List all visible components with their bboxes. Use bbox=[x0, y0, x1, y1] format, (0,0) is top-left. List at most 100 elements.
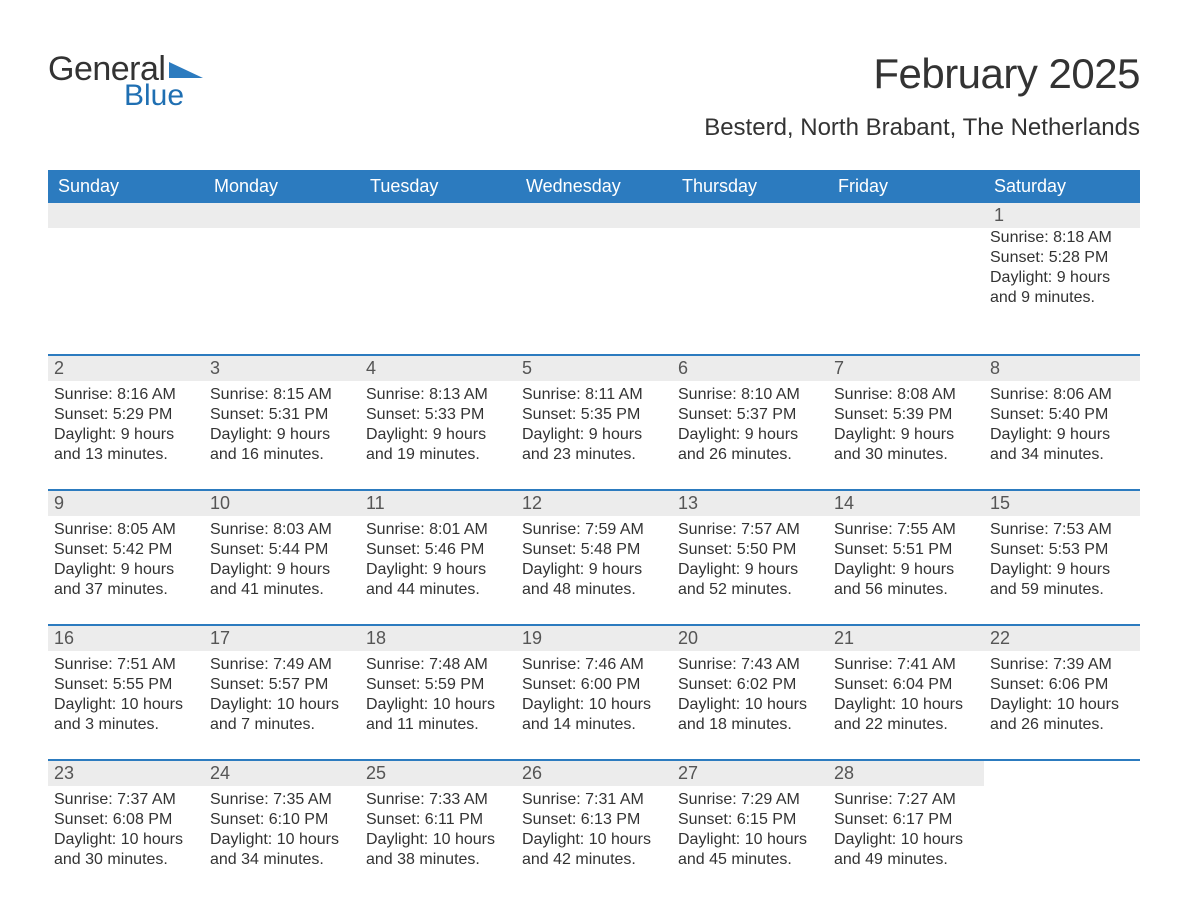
month-title: February 2025 bbox=[704, 50, 1140, 98]
calendar-cell: 3Sunrise: 8:15 AMSunset: 5:31 PMDaylight… bbox=[204, 356, 360, 483]
cell-details: Sunrise: 8:03 AMSunset: 5:44 PMDaylight:… bbox=[210, 520, 354, 600]
sunrise-text: Sunrise: 7:59 AM bbox=[522, 520, 666, 540]
sunset-text: Sunset: 5:51 PM bbox=[834, 540, 978, 560]
day-number bbox=[828, 203, 984, 228]
sunrise-text: Sunrise: 7:29 AM bbox=[678, 790, 822, 810]
day-number: 20 bbox=[672, 626, 828, 651]
day-number: 17 bbox=[204, 626, 360, 651]
sunrise-text: Sunrise: 8:13 AM bbox=[366, 385, 510, 405]
cell-details: Sunrise: 7:49 AMSunset: 5:57 PMDaylight:… bbox=[210, 655, 354, 735]
sunrise-text: Sunrise: 7:27 AM bbox=[834, 790, 978, 810]
sunrise-text: Sunrise: 8:10 AM bbox=[678, 385, 822, 405]
day-number: 12 bbox=[516, 491, 672, 516]
cell-details: Sunrise: 7:53 AMSunset: 5:53 PMDaylight:… bbox=[990, 520, 1134, 600]
day-number: 7 bbox=[828, 356, 984, 381]
cell-details: Sunrise: 7:51 AMSunset: 5:55 PMDaylight:… bbox=[54, 655, 198, 735]
calendar-cell bbox=[360, 228, 516, 348]
sunset-text: Sunset: 6:10 PM bbox=[210, 810, 354, 830]
calendar-cell: 22Sunrise: 7:39 AMSunset: 6:06 PMDayligh… bbox=[984, 626, 1140, 753]
calendar-cell: 18 Sunrise: 7:48 AMSunset: 5:59 PMDayligh… bbox=[360, 626, 516, 753]
sunset-text: Sunset: 6:06 PM bbox=[990, 675, 1134, 695]
cell-details: Sunrise: 7:37 AMSunset: 6:08 PMDaylight:… bbox=[54, 790, 198, 870]
cell-details: Sunrise: 7:29 AMSunset: 6:15 PMDaylight:… bbox=[678, 790, 822, 870]
sunrise-text: Sunrise: 8:11 AM bbox=[522, 385, 666, 405]
cell-details: Sunrise: 8:08 AMSunset: 5:39 PMDaylight:… bbox=[834, 385, 978, 465]
sunset-text: Sunset: 5:53 PM bbox=[990, 540, 1134, 560]
calendar-cell: 14Sunrise: 7:55 AMSunset: 5:51 PMDayligh… bbox=[828, 491, 984, 618]
calendar-cell: 12 Sunrise: 7:59 AMSunset: 5:48 PMDayligh… bbox=[516, 491, 672, 618]
sunrise-text: Sunrise: 7:46 AM bbox=[522, 655, 666, 675]
sunrise-text: Sunrise: 7:31 AM bbox=[522, 790, 666, 810]
sunrise-text: Sunrise: 8:15 AM bbox=[210, 385, 354, 405]
day-number: 2 bbox=[48, 356, 204, 381]
sunset-text: Sunset: 5:31 PM bbox=[210, 405, 354, 425]
cell-details: Sunrise: 7:59 AMSunset: 5:48 PMDaylight:… bbox=[522, 520, 666, 600]
calendar-cell bbox=[516, 228, 672, 348]
day-name: Friday bbox=[828, 170, 984, 203]
sunrise-text: Sunrise: 7:41 AM bbox=[834, 655, 978, 675]
sunset-text: Sunset: 6:04 PM bbox=[834, 675, 978, 695]
cell-details: Sunrise: 8:05 AMSunset: 5:42 PMDaylight:… bbox=[54, 520, 198, 600]
sunset-text: Sunset: 5:44 PM bbox=[210, 540, 354, 560]
calendar-cell: 7 Sunrise: 8:08 AMSunset: 5:39 PMDaylight… bbox=[828, 356, 984, 483]
daylight-text: Daylight: 9 hours and 9 minutes. bbox=[990, 268, 1134, 308]
calendar-page: General Blue February 2025 Besterd, Nort… bbox=[0, 0, 1188, 918]
cell-details: Sunrise: 8:10 AMSunset: 5:37 PMDaylight:… bbox=[678, 385, 822, 465]
cell-details: Sunrise: 8:11 AMSunset: 5:35 PMDaylight:… bbox=[522, 385, 666, 465]
cell-details: Sunrise: 8:06 AMSunset: 5:40 PMDaylight:… bbox=[990, 385, 1134, 465]
daylight-text: Daylight: 10 hours and 18 minutes. bbox=[678, 695, 822, 735]
sunset-text: Sunset: 5:29 PM bbox=[54, 405, 198, 425]
daylight-text: Daylight: 10 hours and 30 minutes. bbox=[54, 830, 198, 870]
sunset-text: Sunset: 5:35 PM bbox=[522, 405, 666, 425]
sunrise-text: Sunrise: 8:08 AM bbox=[834, 385, 978, 405]
calendar-cell: 17 Sunrise: 7:49 AMSunset: 5:57 PMDayligh… bbox=[204, 626, 360, 753]
daylight-text: Daylight: 9 hours and 16 minutes. bbox=[210, 425, 354, 465]
calendar-cell: 25Sunrise: 7:33 AMSunset: 6:11 PMDayligh… bbox=[360, 761, 516, 888]
sunset-text: Sunset: 5:59 PM bbox=[366, 675, 510, 695]
day-number: 26 bbox=[516, 761, 672, 786]
daylight-text: Daylight: 9 hours and 52 minutes. bbox=[678, 560, 822, 600]
calendar-week: 23Sunrise: 7:37 AMSunset: 6:08 PMDayligh… bbox=[48, 759, 1140, 888]
sunset-text: Sunset: 5:57 PM bbox=[210, 675, 354, 695]
sunrise-text: Sunrise: 7:57 AM bbox=[678, 520, 822, 540]
daylight-text: Daylight: 9 hours and 37 minutes. bbox=[54, 560, 198, 600]
sunset-text: Sunset: 5:48 PM bbox=[522, 540, 666, 560]
day-number: 5 bbox=[516, 356, 672, 381]
calendar-week: 9Sunrise: 8:05 AMSunset: 5:42 PMDaylight… bbox=[48, 489, 1140, 618]
cell-details: Sunrise: 7:48 AMSunset: 5:59 PMDaylight:… bbox=[366, 655, 510, 735]
daylight-text: Daylight: 9 hours and 48 minutes. bbox=[522, 560, 666, 600]
sunset-text: Sunset: 5:42 PM bbox=[54, 540, 198, 560]
day-number: 21 bbox=[828, 626, 984, 651]
calendar-cell: 13Sunrise: 7:57 AMSunset: 5:50 PMDayligh… bbox=[672, 491, 828, 618]
day-number bbox=[516, 203, 672, 228]
calendar-cell: 28Sunrise: 7:27 AMSunset: 6:17 PMDayligh… bbox=[828, 761, 984, 888]
cell-details: Sunrise: 7:27 AMSunset: 6:17 PMDaylight:… bbox=[834, 790, 978, 870]
sunset-text: Sunset: 5:37 PM bbox=[678, 405, 822, 425]
daylight-text: Daylight: 9 hours and 44 minutes. bbox=[366, 560, 510, 600]
sunrise-text: Sunrise: 7:55 AM bbox=[834, 520, 978, 540]
day-number: 8 bbox=[984, 356, 1140, 381]
daylight-text: Daylight: 10 hours and 14 minutes. bbox=[522, 695, 666, 735]
sunrise-text: Sunrise: 7:39 AM bbox=[990, 655, 1134, 675]
cell-details: Sunrise: 8:18 AMSunset: 5:28 PMDaylight:… bbox=[990, 228, 1134, 308]
cell-details: Sunrise: 7:55 AMSunset: 5:51 PMDaylight:… bbox=[834, 520, 978, 600]
calendar-cell bbox=[204, 228, 360, 348]
calendar-week: 1Sunrise: 8:18 AMSunset: 5:28 PMDaylight… bbox=[48, 203, 1140, 348]
daylight-text: Daylight: 10 hours and 42 minutes. bbox=[522, 830, 666, 870]
sunrise-text: Sunrise: 7:35 AM bbox=[210, 790, 354, 810]
sunrise-text: Sunrise: 8:01 AM bbox=[366, 520, 510, 540]
calendar-cell: 20Sunrise: 7:43 AMSunset: 6:02 PMDayligh… bbox=[672, 626, 828, 753]
day-number: 13 bbox=[672, 491, 828, 516]
calendar-cell: 5 Sunrise: 8:11 AMSunset: 5:35 PMDaylight… bbox=[516, 356, 672, 483]
sunrise-text: Sunrise: 7:53 AM bbox=[990, 520, 1134, 540]
calendar-cell: 16Sunrise: 7:51 AMSunset: 5:55 PMDayligh… bbox=[48, 626, 204, 753]
calendar-cell bbox=[828, 228, 984, 348]
day-number bbox=[204, 203, 360, 228]
cell-details: Sunrise: 8:13 AMSunset: 5:33 PMDaylight:… bbox=[366, 385, 510, 465]
calendar-day-header: Sunday Monday Tuesday Wednesday Thursday… bbox=[48, 170, 1140, 203]
day-number: 18 bbox=[360, 626, 516, 651]
day-number: 11 bbox=[360, 491, 516, 516]
sunset-text: Sunset: 6:11 PM bbox=[366, 810, 510, 830]
sunrise-text: Sunrise: 8:18 AM bbox=[990, 228, 1134, 248]
calendar-cell: Sunrise: 8:18 AMSunset: 5:28 PMDaylight:… bbox=[984, 228, 1140, 348]
